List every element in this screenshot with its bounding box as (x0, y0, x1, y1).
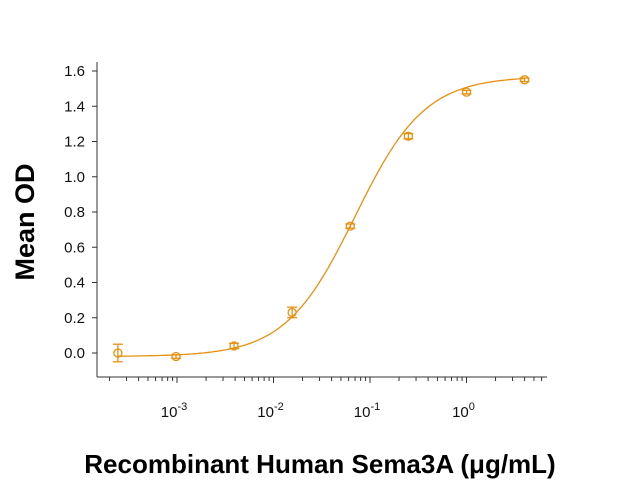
y-tick-label: 0.4 (64, 275, 85, 292)
y-axis-label: Mean OD (10, 163, 40, 280)
data-point (345, 221, 356, 231)
data-point (171, 351, 182, 362)
data-point (461, 87, 472, 97)
fit-curve (117, 77, 525, 357)
point-marker (171, 351, 181, 362)
y-tick-label: 1.4 (64, 98, 85, 115)
point-marker (519, 75, 530, 85)
y-tick-label: 1.2 (64, 134, 85, 151)
x-tick-label: 10-3 (161, 401, 187, 421)
data-point (403, 131, 414, 141)
y-tick-label: 1.0 (64, 169, 85, 186)
y-tick-label: 0.6 (64, 239, 85, 256)
point-marker (403, 131, 414, 141)
y-tick-label: 0.0 (64, 345, 85, 362)
x-tick-label: 10-2 (257, 401, 283, 421)
point-marker (345, 221, 355, 231)
y-tick-label: 0.2 (64, 310, 85, 327)
y-tick-label: 0.8 (64, 204, 85, 221)
data-point (287, 306, 298, 319)
data-point (519, 75, 530, 85)
data-point (112, 343, 123, 363)
point-marker (113, 348, 123, 358)
point-marker (461, 87, 472, 97)
point-marker (229, 341, 239, 351)
x-tick-label: 100 (452, 401, 475, 421)
y-tick-label: 1.6 (64, 63, 85, 80)
x-tick-label: 10-1 (354, 401, 380, 421)
data-point (229, 341, 240, 351)
point-marker (287, 307, 297, 318)
x-axis-label: Recombinant Human Sema3A (μg/mL) (84, 449, 555, 479)
